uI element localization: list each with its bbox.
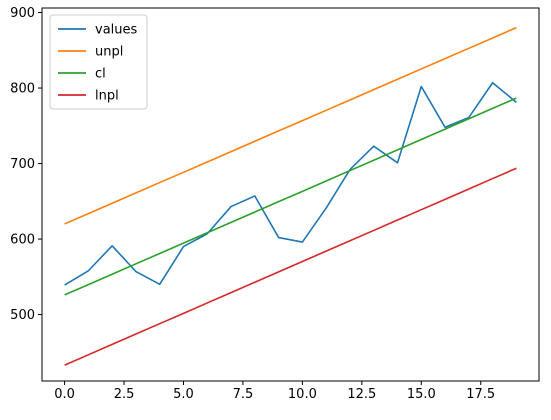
legend-label-lnpl: lnpl [95, 89, 119, 104]
plot-lines [64, 26, 517, 366]
x-tick-label: 10.0 [288, 387, 317, 402]
series-line-lnpl [64, 167, 517, 366]
x-tick-label: 5.0 [173, 387, 194, 402]
x-tick-label: 7.5 [233, 387, 254, 402]
legend: values unpl cl lnpl [49, 14, 148, 110]
series-line-cl [64, 97, 517, 296]
y-tick-label: 800 [10, 82, 35, 97]
x-tick-label: 0.0 [54, 387, 75, 402]
legend-box [49, 14, 148, 110]
x-tick-label: 12.5 [347, 387, 376, 402]
y-axis: 500 600 700 800 900 [10, 6, 42, 323]
series-line-unpl [64, 26, 517, 225]
x-tick-label: 2.5 [114, 387, 135, 402]
x-tick-label: 17.5 [466, 387, 495, 402]
y-tick-label: 600 [10, 233, 35, 248]
legend-label-cl: cl [95, 67, 106, 82]
legend-label-unpl: unpl [95, 45, 123, 60]
axes-frame [41, 7, 540, 382]
legend-label-values: values [95, 23, 138, 38]
y-tick-label: 500 [10, 308, 35, 323]
y-tick-label: 900 [10, 6, 35, 21]
series-line-values [64, 81, 517, 286]
x-tick-label: 15.0 [407, 387, 436, 402]
y-tick-label: 700 [10, 157, 35, 172]
x-axis: 0.0 2.5 5.0 7.5 10.0 12.5 15.0 17.5 [54, 381, 495, 402]
